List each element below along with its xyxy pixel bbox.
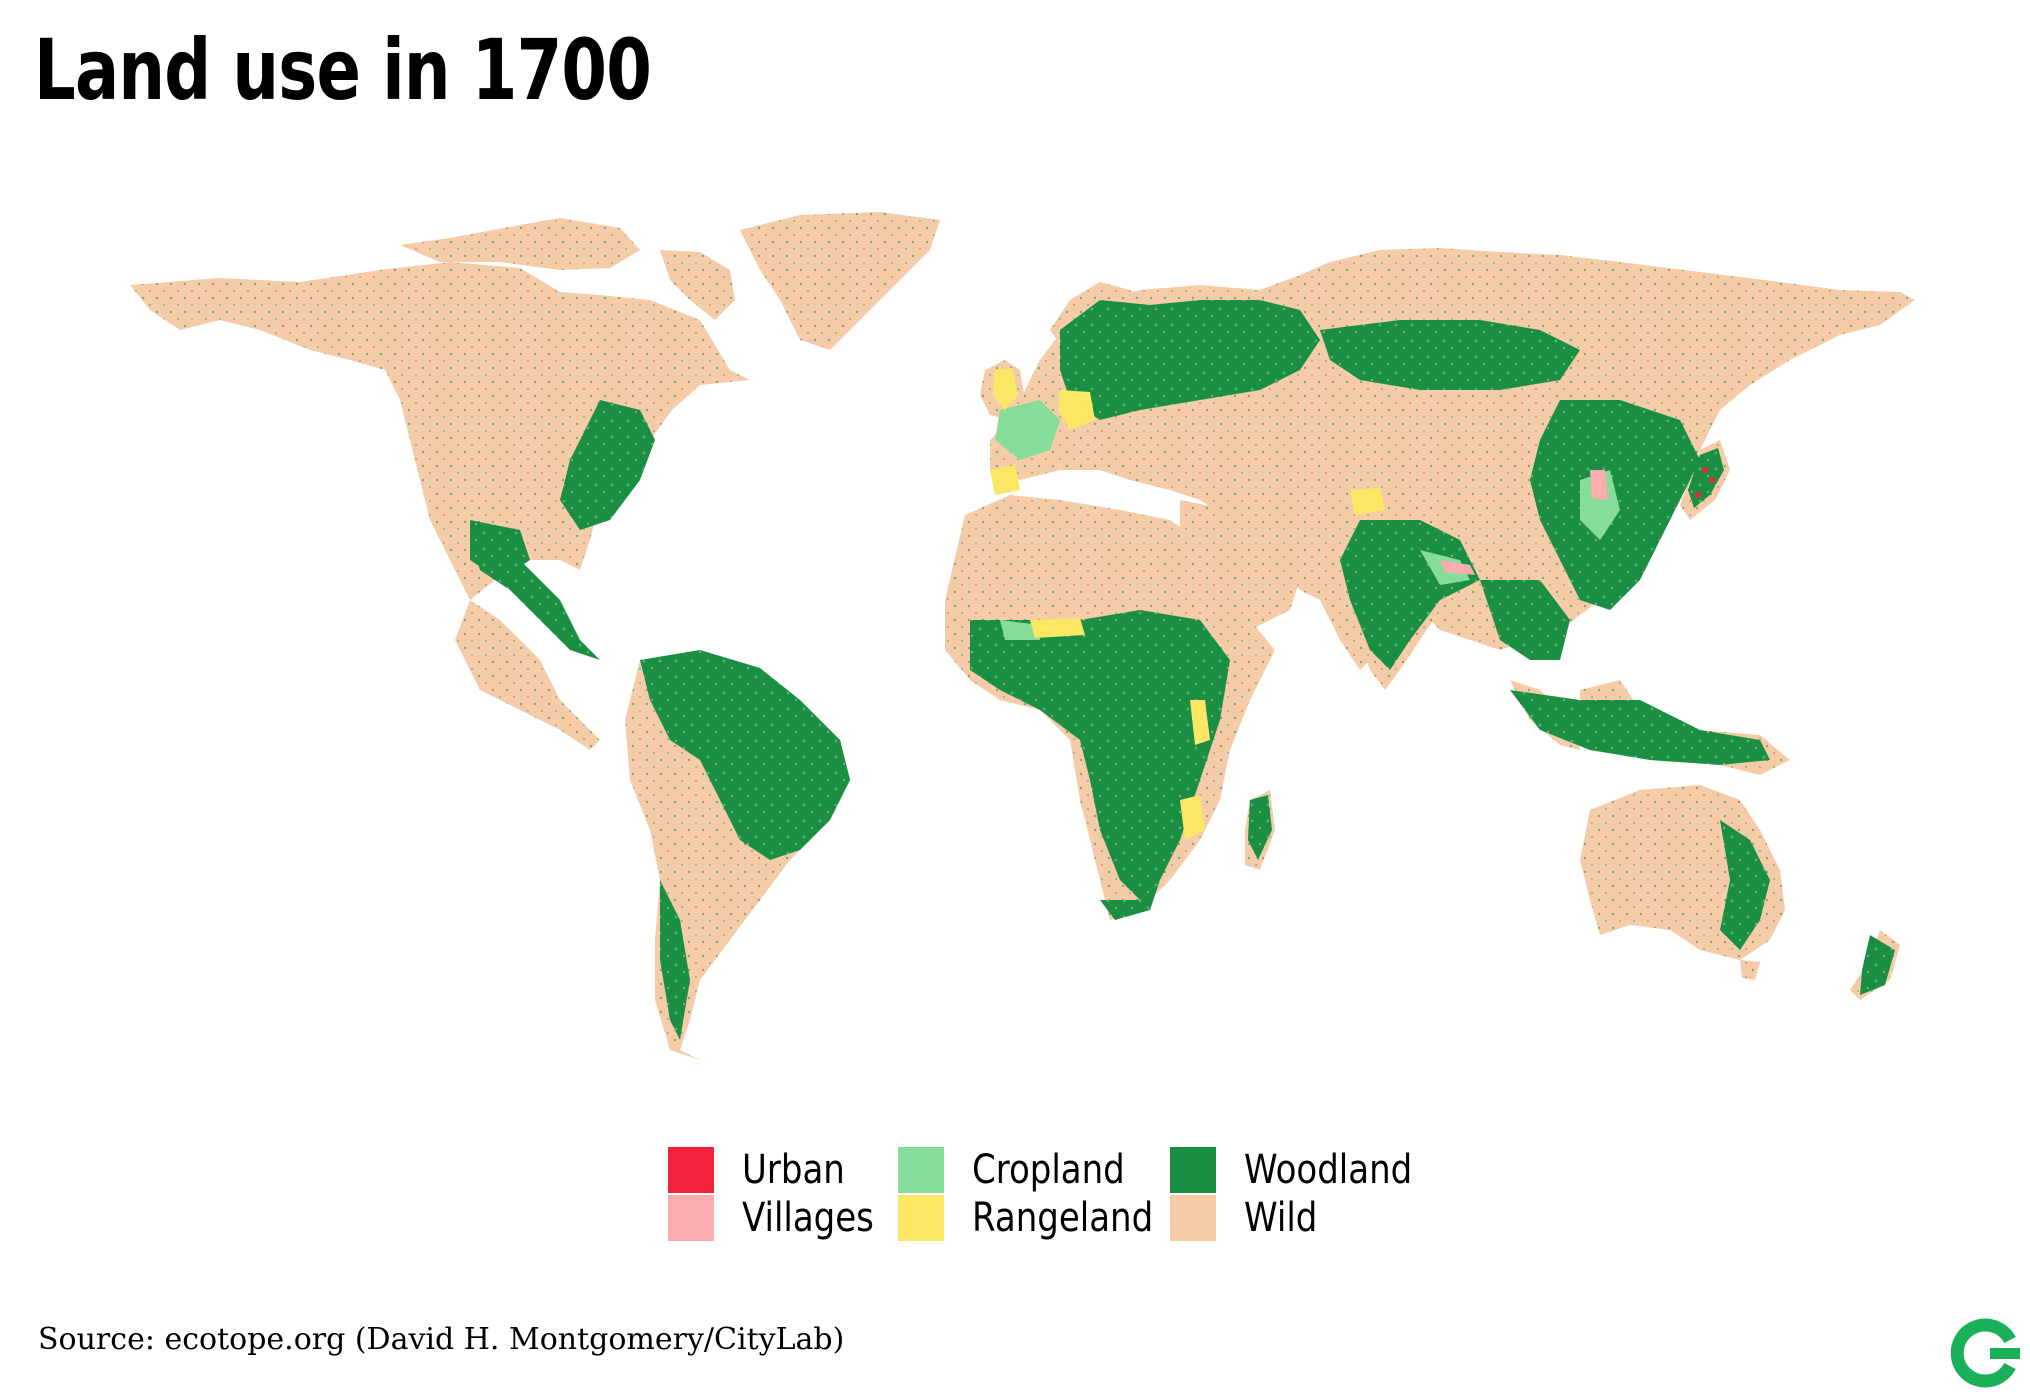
madagascar-woodland — [1248, 795, 1272, 860]
southeast-asia-woodland — [1480, 580, 1570, 660]
brazil-coast-woodland — [780, 720, 850, 800]
villages-layer — [1440, 470, 1608, 575]
europe-woodland — [1060, 300, 1320, 420]
india-villages — [1440, 560, 1475, 575]
france-cropland — [995, 400, 1060, 460]
legend-item-wild: Wild — [1170, 1195, 1330, 1241]
south-africa-rangeland — [1180, 795, 1205, 840]
rangeland-layer — [990, 368, 1385, 840]
legend-item-woodland: Woodland — [1170, 1147, 1442, 1193]
tasmania — [1740, 960, 1760, 980]
citylab-c-icon — [1950, 1318, 2020, 1388]
arctic-archipelago — [400, 218, 640, 270]
urban-layer — [1695, 467, 1715, 498]
legend-label-rangeland: Rangeland — [972, 1195, 1154, 1241]
legend-swatch-cropland — [898, 1147, 944, 1193]
amazon-woodland — [640, 650, 850, 860]
west-africa-cropland — [1000, 620, 1040, 640]
china-cropland — [1580, 470, 1620, 540]
east-africa-rangeland — [1190, 700, 1210, 745]
japan-urban-1 — [1702, 467, 1708, 473]
legend-swatch-rangeland — [898, 1195, 944, 1241]
eastern-us-woodland — [560, 400, 655, 530]
southeast-africa-woodland — [1100, 880, 1160, 920]
russia-woodland — [1320, 320, 1580, 390]
britain-rangeland — [993, 368, 1018, 410]
map-title: Land use in 1700 — [34, 21, 652, 119]
legend-swatch-wild — [1170, 1195, 1216, 1241]
central-europe-rangeland — [1058, 390, 1095, 430]
central-africa-woodland — [970, 610, 1230, 900]
legend-label-cropland: Cropland — [972, 1147, 1125, 1193]
persia-rangeland — [1350, 488, 1385, 515]
legend-item-urban: Urban — [668, 1147, 863, 1193]
legend-swatch-woodland — [1170, 1147, 1216, 1193]
andes-woodland — [660, 880, 690, 1040]
legend-label-woodland: Woodland — [1244, 1147, 1413, 1193]
map-legend: Urban Villages Cropland Rangeland Woodla… — [668, 1147, 1428, 1247]
australia-east-woodland — [1720, 820, 1770, 950]
legend-swatch-urban — [668, 1147, 714, 1193]
legend-label-wild: Wild — [1244, 1195, 1318, 1241]
baffin-island — [660, 250, 735, 320]
japan-urban-3 — [1695, 492, 1701, 498]
sahel-rangeland — [1030, 618, 1085, 638]
legend-label-urban: Urban — [742, 1147, 845, 1193]
mexico-woodland — [470, 520, 530, 580]
legend-item-cropland: Cropland — [898, 1147, 1152, 1193]
north-america-landmass — [130, 262, 750, 750]
arabian-peninsula — [1180, 500, 1300, 630]
legend-item-rangeland: Rangeland — [898, 1195, 1185, 1241]
legend-swatch-villages — [668, 1195, 714, 1241]
legend-item-villages: Villages — [668, 1195, 897, 1241]
source-credit: Source: ecotope.org (David H. Montgomery… — [38, 1322, 845, 1357]
nz-woodland — [1860, 935, 1895, 995]
legend-label-villages: Villages — [742, 1195, 874, 1241]
japan-urban-2 — [1709, 477, 1715, 483]
iberia-rangeland — [990, 465, 1020, 495]
indonesia-woodland — [1510, 690, 1770, 765]
greenland — [740, 212, 940, 350]
china-villages — [1590, 470, 1608, 500]
